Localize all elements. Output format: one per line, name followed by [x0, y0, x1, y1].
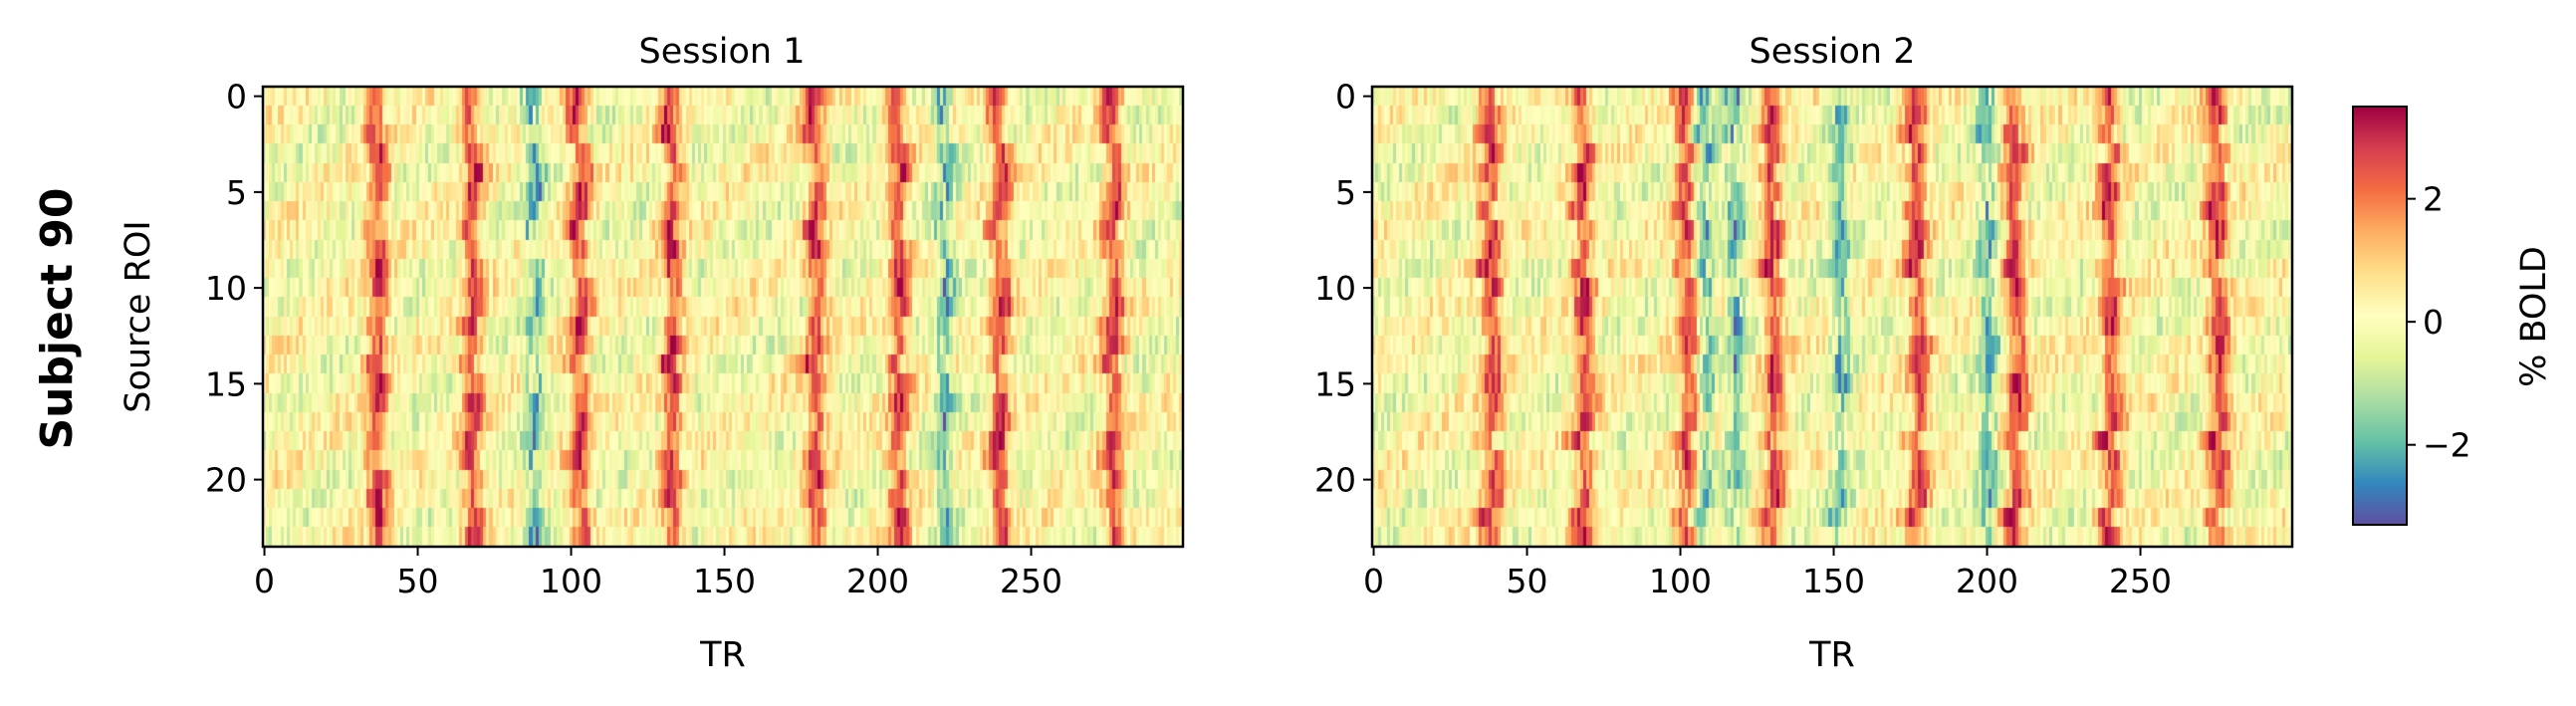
- heatmap-panel-1: Session 1 0 50 100 150 200 250 0 5 10 15 20 TR So…: [118, 32, 1185, 675]
- panel-1-y-axis-title: Source ROI: [118, 220, 158, 413]
- x-tick-label: 0: [1363, 562, 1384, 600]
- y-tick-label: 0: [1335, 78, 1356, 117]
- x-tick-label: 200: [846, 562, 909, 600]
- x-tick-label: 0: [254, 562, 275, 600]
- y-tick-label: 10: [1314, 269, 1356, 308]
- y-tick-label: 20: [1314, 461, 1356, 500]
- panel-2-x-axis-title: TR: [1808, 635, 1855, 675]
- colorbar-tick-label: 0: [2423, 303, 2444, 342]
- y-tick-label: 10: [205, 269, 247, 308]
- heatmap-panel-2: Session 2 0 50 100 150 200 250 0 5 10 15 20 TR: [1314, 32, 2294, 675]
- y-tick-label: 5: [226, 173, 247, 212]
- colorbar: 2 0 −2 % BOLD: [2352, 106, 2554, 526]
- x-tick-label: 50: [1507, 562, 1548, 600]
- colorbar-fill: [2353, 107, 2407, 525]
- panel-2-frame: [1370, 85, 2294, 549]
- y-tick-label: 15: [205, 364, 247, 403]
- x-tick-label: 100: [1649, 562, 1712, 600]
- panel-1-x-axis-title: TR: [699, 635, 746, 675]
- y-tick-label: 20: [205, 461, 247, 500]
- panel-1-frame: [261, 85, 1185, 549]
- x-tick-label: 150: [1802, 562, 1865, 600]
- colorbar-tick-label: 2: [2423, 180, 2444, 219]
- subject-label: Subject 90: [32, 187, 83, 449]
- x-tick-label: 150: [693, 562, 756, 600]
- x-tick-label: 250: [2109, 562, 2172, 600]
- y-tick-label: 15: [1314, 364, 1356, 403]
- panel-2-title: Session 2: [1750, 32, 1916, 72]
- y-tick-label: 5: [1335, 173, 1356, 212]
- colorbar-frame: [2352, 106, 2408, 526]
- panel-1-title: Session 1: [639, 32, 806, 72]
- y-tick-label: 0: [226, 78, 247, 117]
- panel-1-heatmap: [263, 87, 1183, 547]
- x-tick-label: 50: [397, 562, 439, 600]
- colorbar-tick-label: −2: [2423, 426, 2471, 465]
- panel-2-heatmap: [1372, 87, 2292, 547]
- x-tick-label: 200: [1956, 562, 2018, 600]
- x-tick-label: 250: [1000, 562, 1062, 600]
- x-tick-label: 100: [540, 562, 602, 600]
- colorbar-label: % BOLD: [2514, 246, 2554, 387]
